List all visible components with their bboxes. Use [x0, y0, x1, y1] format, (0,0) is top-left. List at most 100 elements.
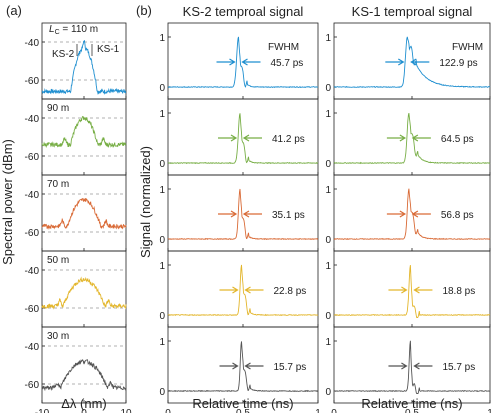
ks2-fwhm-arrow-right: [244, 286, 264, 294]
spectrum-trace: [41, 197, 127, 230]
spectrum-x-tick-label: 0: [81, 408, 87, 413]
ks1-y-tick-label: 0: [325, 83, 331, 94]
ks2-trace: [167, 341, 319, 393]
ks2-column-title: KS-2 temproal signal: [183, 4, 304, 19]
ks1-fwhm-arrow-right: [413, 362, 433, 370]
ks1-x-tick-label: 0.5: [405, 408, 419, 413]
spectrum-y-tick-label: -40: [25, 266, 40, 277]
ks2-fwhm-arrow-left: [218, 210, 238, 218]
ks1-trace: [333, 188, 491, 241]
ks2-fwhm-arrow-right: [241, 58, 261, 66]
ks1-trace: [333, 265, 491, 318]
spectrum-y-tick-label: -40: [25, 38, 40, 49]
ks1-trace: [333, 340, 491, 394]
spectrum-length-label: 90 m: [47, 103, 69, 114]
spectrum-y-label: Spectral power (dBm): [0, 139, 15, 265]
spectrum-trace: [41, 358, 127, 392]
ks2-y-tick-label: 1: [159, 185, 165, 196]
ks1-trace: [333, 36, 491, 88]
spectrum-y-tick-label: -60: [25, 228, 40, 239]
ks1-y-tick-label: 1: [325, 261, 331, 272]
spectrum-y-tick-label: -60: [25, 380, 40, 391]
ks1-fwhm-arrow-right: [413, 286, 433, 294]
spectrum-x-tick-label: -10: [35, 408, 50, 413]
spectrum-y-tick-label: -40: [25, 342, 40, 353]
ks1-fwhm-value: 122.9 ps: [439, 58, 477, 69]
ks2-y-tick-label: 0: [159, 159, 165, 170]
ks1-column-title: KS-1 temproal signal: [352, 4, 473, 19]
ks2-fwhm-value: 22.8 ps: [274, 286, 307, 297]
ks2-y-tick-label: 0: [159, 387, 165, 398]
ks2-fwhm-arrow-left: [218, 134, 238, 142]
ks2-fwhm-value: 35.1 ps: [272, 210, 305, 221]
ks2-fwhm-arrow-right: [242, 210, 262, 218]
ks1-spectrum-label: KS-1: [97, 44, 120, 55]
ks2-x-tick-label: 0: [165, 408, 171, 413]
ks1-y-tick-label: 0: [325, 235, 331, 246]
ks2-trace: [167, 264, 319, 317]
ks1-fwhm-value: 18.8 ps: [442, 286, 475, 297]
ks2-x-tick-label: 0.5: [236, 408, 250, 413]
ks1-y-tick-label: 1: [325, 337, 331, 348]
spectrum-trace: [41, 40, 127, 95]
spectrum-trace: [41, 276, 127, 310]
ks1-fwhm-arrow-left: [386, 134, 407, 142]
ks2-y-tick-label: 0: [159, 83, 165, 94]
ks2-y-tick-label: 0: [159, 311, 165, 322]
ks1-trace: [333, 112, 491, 165]
ks2-x-label: Relative time (ns): [192, 396, 293, 411]
ks1-x-label: Relative time (ns): [361, 396, 462, 411]
ks2-fwhm-arrow-right: [242, 134, 262, 142]
ks2-fwhm-value: 15.7 ps: [274, 362, 307, 373]
ks1-fwhm-value: 15.7 ps: [442, 362, 475, 373]
ks2-y-tick-label: 1: [159, 337, 165, 348]
ks2-fwhm-value: 41.2 ps: [272, 134, 305, 145]
ks2-trace: [167, 113, 319, 165]
spectrum-trace: [41, 115, 127, 149]
panel-label-b: (b): [136, 3, 152, 18]
ks2-y-tick-label: 0: [159, 235, 165, 246]
ks1-y-tick-label: 1: [325, 33, 331, 44]
ks1-y-tick-label: 1: [325, 185, 331, 196]
ks2-fwhm-arrow-right: [244, 362, 264, 370]
spectrum-length-label: 70 m: [47, 179, 69, 190]
ks1-y-tick-label: 0: [325, 159, 331, 170]
lc-label: LC = 110 m: [49, 24, 98, 36]
spectrum-length-label: 30 m: [47, 331, 69, 342]
ks2-fwhm-arrow-left: [216, 58, 236, 66]
ks1-y-tick-label: 1: [325, 109, 331, 120]
ks1-fwhm-value: 56.8 ps: [441, 210, 474, 221]
spectrum-y-tick-label: -40: [25, 190, 40, 201]
ks2-spectrum-label: KS-2: [52, 49, 75, 60]
ks2-trace: [167, 188, 319, 241]
spectrum-y-tick-label: -60: [25, 304, 40, 315]
ks1-fwhm-arrow-left: [386, 210, 407, 218]
ks1-fwhm-value: 64.5 ps: [441, 134, 474, 145]
spectrum-x-tick-label: 10: [120, 408, 132, 413]
ks1-fwhm-arrow-right: [411, 134, 431, 142]
panel-label-a: (a): [6, 3, 22, 18]
spectrum-x-label: Δλ (nm): [61, 396, 107, 411]
ks1-y-tick-label: 0: [325, 311, 331, 322]
fwhm-label-ks1: FWHM: [452, 42, 483, 53]
spectrum-y-tick-label: -60: [25, 76, 40, 87]
spectrum-length-label: 50 m: [47, 255, 69, 266]
ks1-fwhm-arrow-left: [388, 362, 408, 370]
signal-y-label: Signal (normalized): [138, 146, 153, 258]
ks1-fwhm-arrow-left: [385, 58, 405, 66]
ks2-x-tick-label: 1: [315, 408, 321, 413]
ks2-fwhm-arrow-left: [219, 286, 239, 294]
ks2-trace: [167, 36, 319, 89]
ks1-x-tick-label: 0: [331, 408, 337, 413]
fwhm-label-ks2: FWHM: [268, 42, 299, 53]
ks2-y-tick-label: 1: [159, 33, 165, 44]
ks1-y-tick-label: 0: [325, 387, 331, 398]
ks2-y-tick-label: 1: [159, 109, 165, 120]
spectrum-y-tick-label: -60: [25, 152, 40, 163]
ks1-fwhm-arrow-right: [410, 58, 430, 66]
ks1-x-tick-label: 1: [487, 408, 493, 413]
ks1-fwhm-arrow-left: [388, 286, 408, 294]
ks2-fwhm-arrow-left: [219, 362, 239, 370]
spectrum-y-tick-label: -40: [25, 114, 40, 125]
